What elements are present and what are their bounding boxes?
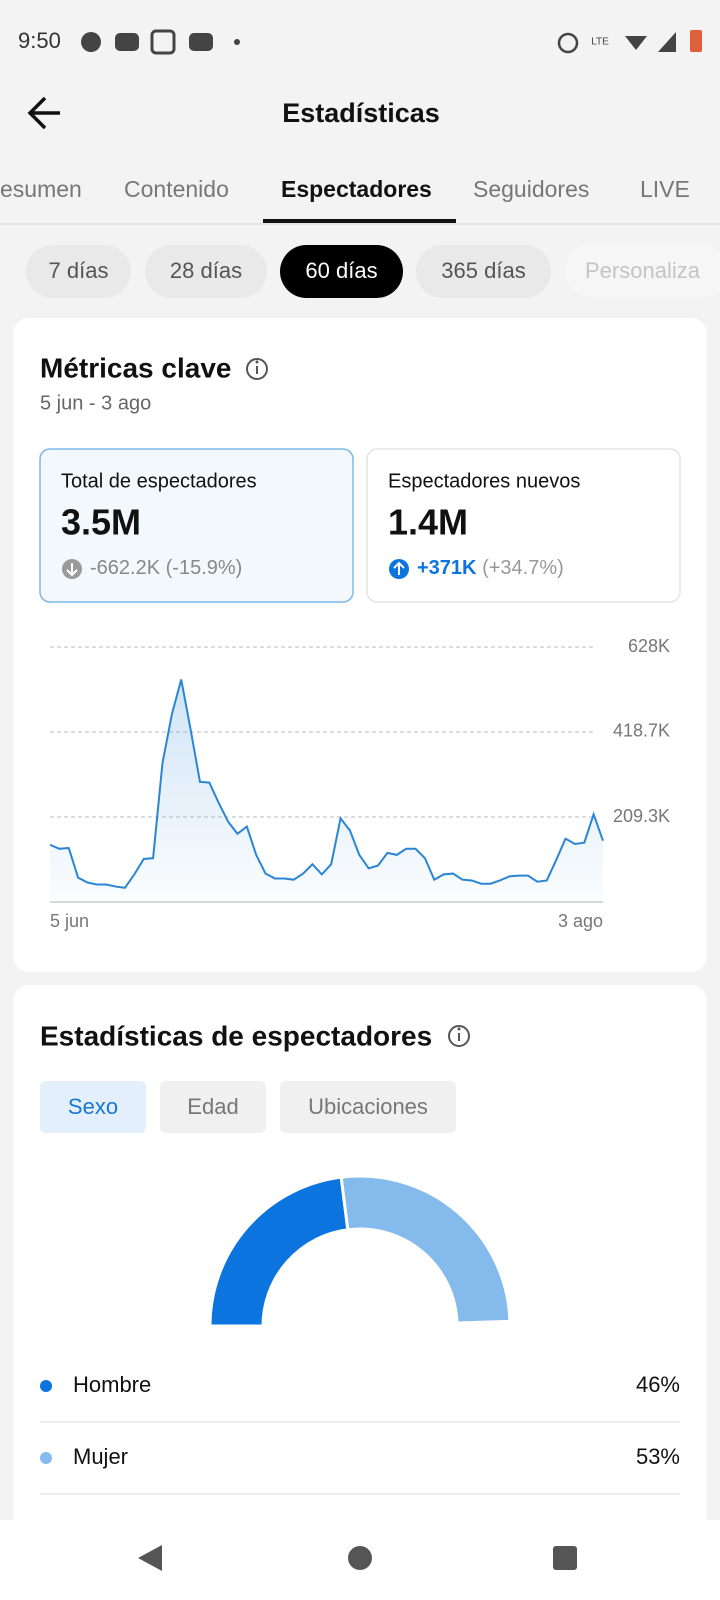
value-label: 46%: [636, 1372, 680, 1397]
change-pct: (-15.9%): [166, 557, 243, 579]
nav-back[interactable]: [138, 1545, 162, 1571]
metric-label: Total de espectadores: [61, 470, 257, 492]
tab[interactable]: Espectadores: [281, 176, 432, 202]
period-label[interactable]: Personaliza: [585, 258, 701, 283]
period-pill[interactable]: [280, 245, 403, 298]
metric-change: -662.2K (-15.9%): [90, 557, 242, 579]
period-label[interactable]: 28 días: [170, 258, 242, 283]
filter-chip[interactable]: [280, 1081, 456, 1133]
legend-dot: [40, 1380, 52, 1392]
donut-segment: [339, 1174, 512, 1325]
change: -662.2K: [90, 557, 161, 579]
value-label: 53%: [636, 1444, 680, 1469]
line: [49, 679, 604, 889]
x-tick-label: 3 ago: [558, 911, 603, 931]
tab-indicator: [263, 219, 456, 223]
status-time: 9:50: [18, 28, 61, 53]
card: [13, 985, 707, 1600]
metric-card[interactable]: [39, 448, 354, 603]
status-icons: LTE: [81, 29, 702, 55]
y-tick-label: 209.3K: [613, 806, 670, 826]
filter-label[interactable]: Sexo: [68, 1094, 118, 1119]
legend-dot: [40, 1452, 52, 1464]
period-pill[interactable]: [565, 245, 720, 298]
legend-label: Hombre: [73, 1372, 151, 1397]
area: [50, 679, 603, 902]
page-title: Estadísticas: [282, 98, 440, 128]
filter-chip[interactable]: [40, 1081, 146, 1133]
tab[interactable]: Contenido: [124, 176, 229, 202]
period-label[interactable]: 60 días: [305, 258, 377, 283]
metric-value: 3.5M: [61, 502, 141, 543]
metric-change: +371K (+34.7%): [417, 557, 564, 579]
tab[interactable]: Seguidores: [473, 176, 589, 202]
filter-label[interactable]: Edad: [187, 1094, 238, 1119]
nav-home[interactable]: [348, 1546, 372, 1570]
y-tick-label: 418.7K: [613, 721, 670, 741]
info-icon[interactable]: [246, 358, 268, 380]
tab[interactable]: LIVE: [640, 176, 690, 202]
svg-text:LTE: LTE: [591, 37, 609, 48]
tab[interactable]: esumen: [0, 176, 82, 202]
back-button[interactable]: [27, 96, 60, 130]
metric-card[interactable]: [366, 448, 681, 603]
info-icon[interactable]: [448, 1025, 470, 1047]
period-pill[interactable]: [145, 245, 267, 298]
date-range: 5 jun - 3 ago: [40, 392, 151, 414]
change-pct: (+34.7%): [482, 557, 564, 579]
period-pill[interactable]: [416, 245, 551, 298]
period-label[interactable]: 7 días: [49, 258, 109, 283]
section-title: Métricas clave: [40, 352, 231, 383]
metric-value: 1.4M: [388, 502, 468, 543]
section-title: Estadísticas de espectadores: [40, 1020, 432, 1051]
period-pill[interactable]: [26, 245, 131, 298]
filter-chip[interactable]: [160, 1081, 266, 1133]
nav-recents[interactable]: [553, 1546, 577, 1570]
period-label[interactable]: 365 días: [441, 258, 525, 283]
change: +371K: [417, 557, 477, 579]
filter-label[interactable]: Ubicaciones: [308, 1094, 428, 1119]
metric-label: Espectadores nuevos: [388, 470, 580, 492]
legend-label: Mujer: [73, 1444, 128, 1469]
y-tick-label: 628K: [628, 636, 670, 656]
x-tick-label: 5 jun: [50, 911, 89, 931]
